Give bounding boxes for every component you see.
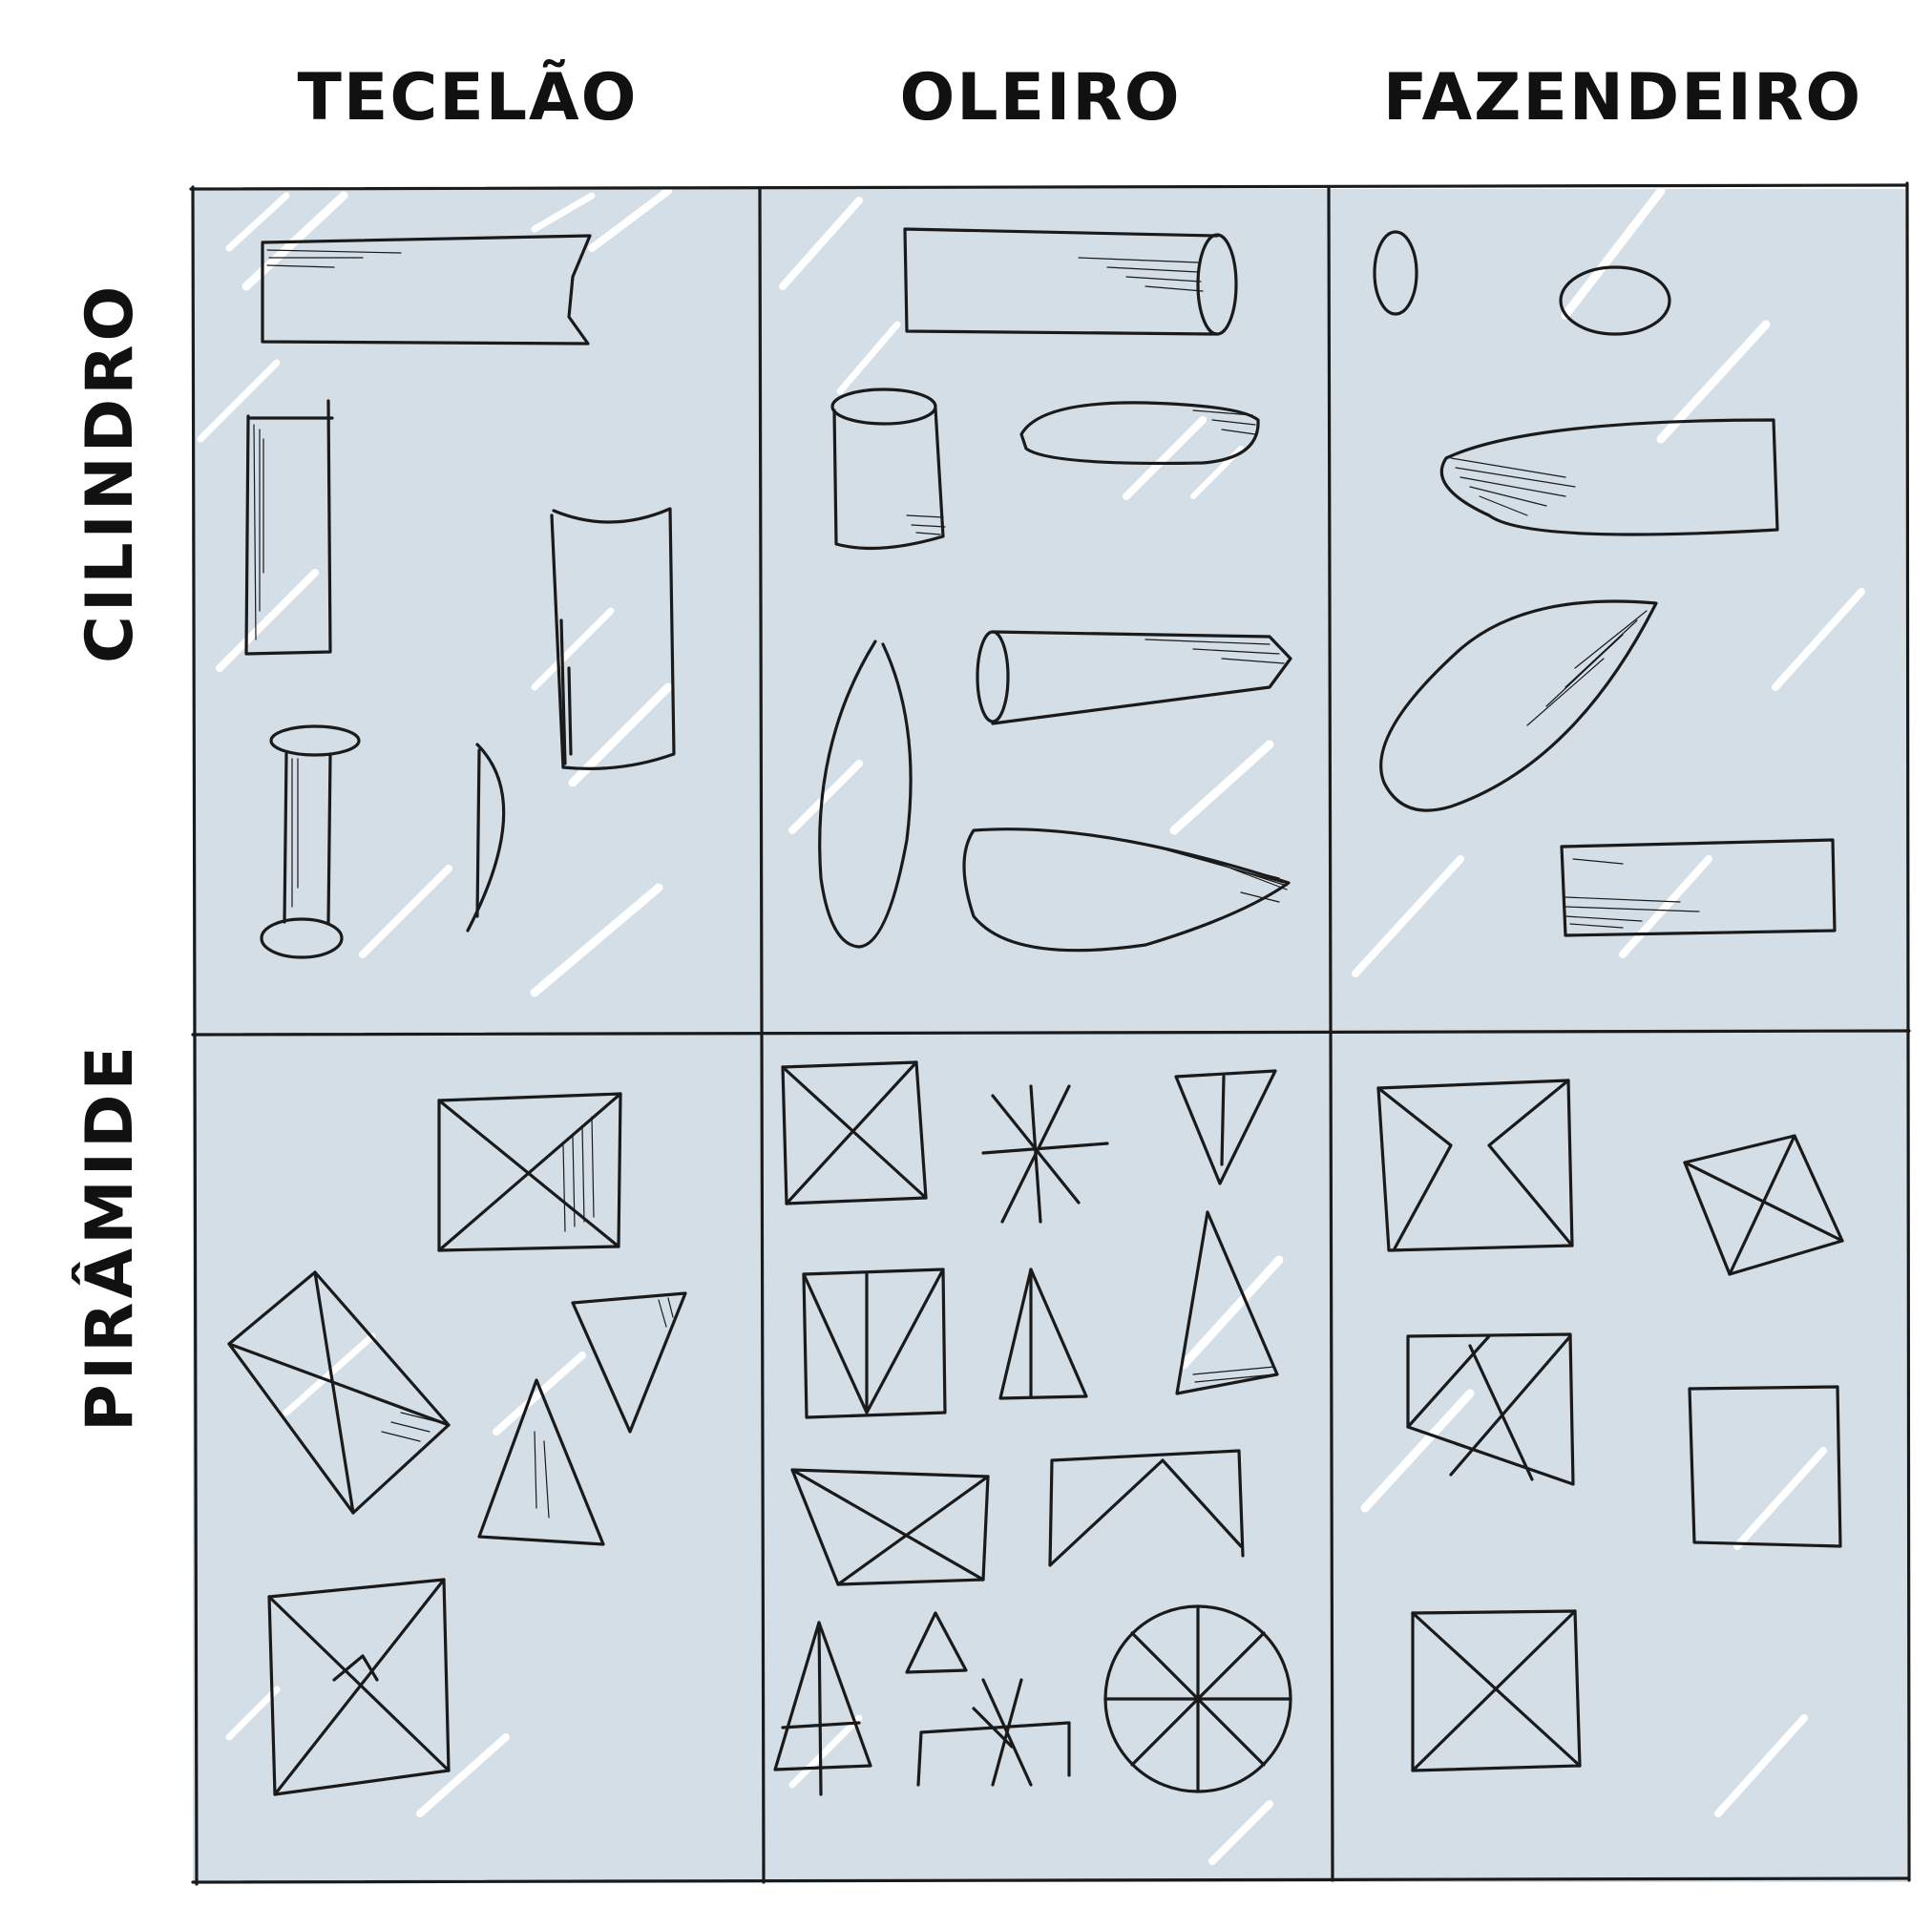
cell-piramide-tecelao bbox=[227, 1092, 687, 1796]
cell-cilindro-oleiro bbox=[818, 227, 1292, 953]
cell-cilindro-fazendeiro bbox=[1373, 230, 1837, 937]
grid-lines bbox=[189, 181, 1911, 1886]
cell-piramide-fazendeiro bbox=[1376, 1079, 1844, 1772]
grid-background bbox=[193, 189, 1907, 1882]
column-label-fazendeiro: FAZENDEIRO bbox=[1382, 60, 1863, 136]
column-label-oleiro: OLEIRO bbox=[899, 60, 1182, 136]
column-label-tecelao: TECELÃO bbox=[297, 60, 639, 136]
cell-piramide-oleiro bbox=[773, 1060, 1292, 1796]
cell-cilindro-tecelao bbox=[244, 234, 676, 959]
